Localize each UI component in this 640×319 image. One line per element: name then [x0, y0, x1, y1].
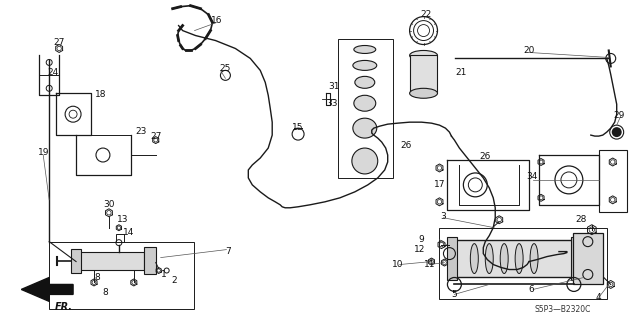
Ellipse shape — [353, 118, 377, 138]
Text: 4: 4 — [596, 293, 602, 302]
Ellipse shape — [485, 244, 493, 273]
Ellipse shape — [354, 46, 376, 54]
Ellipse shape — [352, 148, 378, 174]
Text: 19: 19 — [38, 147, 49, 157]
Text: 7: 7 — [225, 247, 231, 256]
Text: 13: 13 — [117, 215, 129, 224]
Ellipse shape — [353, 60, 377, 70]
Text: 8: 8 — [102, 288, 108, 297]
Text: 24: 24 — [47, 68, 59, 77]
Text: 30: 30 — [103, 200, 115, 209]
Ellipse shape — [515, 244, 523, 273]
Text: 3: 3 — [440, 212, 446, 221]
Text: 26: 26 — [400, 141, 412, 150]
Text: 27: 27 — [54, 38, 65, 47]
Ellipse shape — [470, 244, 478, 273]
Text: 31: 31 — [328, 82, 340, 91]
Bar — [79, 252, 144, 270]
Text: 17: 17 — [434, 180, 445, 189]
Text: 9: 9 — [419, 235, 424, 244]
Text: 33: 33 — [326, 99, 338, 108]
Bar — [71, 249, 81, 272]
Bar — [410, 56, 438, 93]
Text: 25: 25 — [220, 64, 231, 73]
Text: 34: 34 — [526, 173, 538, 182]
Text: 16: 16 — [211, 16, 222, 25]
Text: 2: 2 — [172, 276, 177, 285]
Bar — [338, 39, 393, 178]
Text: 22: 22 — [420, 10, 431, 19]
Text: 10: 10 — [392, 260, 403, 269]
Bar — [454, 240, 574, 278]
Text: 20: 20 — [524, 46, 535, 55]
Text: 8: 8 — [94, 273, 100, 282]
Text: 29: 29 — [613, 111, 625, 120]
Circle shape — [612, 127, 621, 137]
Text: 26: 26 — [479, 152, 491, 160]
Bar — [144, 247, 156, 274]
Ellipse shape — [354, 95, 376, 111]
Bar — [599, 150, 627, 212]
Text: 6: 6 — [528, 285, 534, 294]
Text: 21: 21 — [456, 68, 467, 77]
Bar — [447, 237, 458, 280]
Text: 23: 23 — [135, 127, 147, 136]
Text: 11: 11 — [424, 260, 435, 269]
Text: 14: 14 — [123, 228, 134, 237]
Ellipse shape — [410, 88, 438, 98]
Bar — [571, 237, 585, 280]
Text: 5: 5 — [452, 290, 458, 299]
Ellipse shape — [530, 244, 538, 273]
Bar — [116, 234, 124, 241]
Text: 27: 27 — [150, 132, 161, 141]
Text: 1: 1 — [161, 270, 166, 279]
Bar — [440, 228, 607, 300]
Bar — [49, 241, 193, 309]
Text: 15: 15 — [292, 122, 304, 132]
Ellipse shape — [355, 76, 375, 88]
Text: FR.: FR. — [55, 302, 73, 312]
Ellipse shape — [410, 50, 438, 60]
Text: 12: 12 — [414, 245, 425, 254]
Ellipse shape — [500, 244, 508, 273]
Polygon shape — [21, 278, 73, 301]
Text: 28: 28 — [575, 215, 586, 224]
Text: S5P3—B2320C: S5P3—B2320C — [534, 305, 591, 314]
Text: 18: 18 — [95, 90, 107, 99]
Bar — [573, 233, 603, 285]
